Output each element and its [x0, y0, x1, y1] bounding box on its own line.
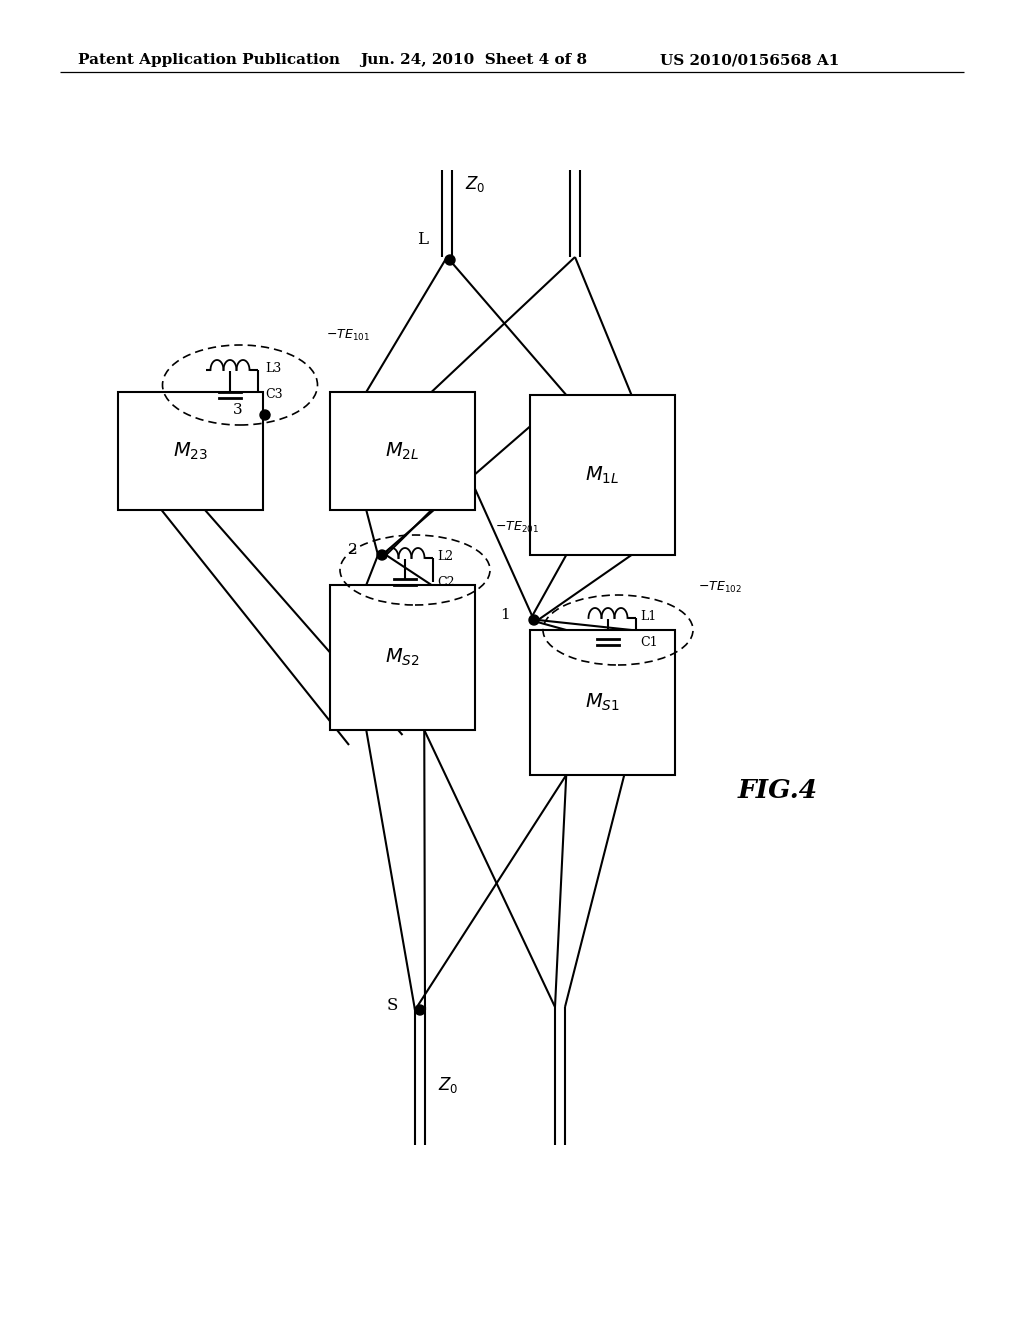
Text: C1: C1: [640, 635, 657, 648]
Text: L3: L3: [265, 362, 282, 375]
Circle shape: [529, 615, 539, 624]
Text: $Z_0$: $Z_0$: [438, 1074, 459, 1096]
FancyBboxPatch shape: [530, 630, 675, 775]
Text: Patent Application Publication: Patent Application Publication: [78, 53, 340, 67]
Circle shape: [415, 1005, 425, 1015]
Text: 2: 2: [348, 543, 358, 557]
Text: S: S: [387, 997, 398, 1014]
Text: $M_{1L}$: $M_{1L}$: [586, 465, 620, 486]
Text: C2: C2: [437, 576, 455, 589]
Text: $M_{S1}$: $M_{S1}$: [585, 692, 620, 713]
Text: Jun. 24, 2010  Sheet 4 of 8: Jun. 24, 2010 Sheet 4 of 8: [360, 53, 587, 67]
Text: 1: 1: [501, 609, 510, 622]
Circle shape: [445, 255, 455, 265]
Text: 3: 3: [233, 403, 243, 417]
Text: L2: L2: [437, 549, 454, 562]
Text: US 2010/0156568 A1: US 2010/0156568 A1: [660, 53, 840, 67]
FancyBboxPatch shape: [118, 392, 263, 510]
FancyBboxPatch shape: [530, 395, 675, 554]
Circle shape: [377, 550, 387, 560]
Text: C3: C3: [265, 388, 283, 401]
Text: $M_{S2}$: $M_{S2}$: [385, 647, 420, 668]
Text: $-TE_{102}$: $-TE_{102}$: [698, 579, 741, 594]
Text: $-TE_{101}$: $-TE_{101}$: [326, 327, 370, 343]
Text: L: L: [417, 231, 428, 248]
FancyBboxPatch shape: [330, 585, 475, 730]
Text: FIG.4: FIG.4: [738, 777, 818, 803]
Text: $M_{2L}$: $M_{2L}$: [385, 441, 420, 462]
Circle shape: [260, 411, 270, 420]
Text: $-TE_{201}$: $-TE_{201}$: [495, 520, 539, 535]
FancyBboxPatch shape: [330, 392, 475, 510]
Text: $M_{23}$: $M_{23}$: [173, 441, 208, 462]
Text: L1: L1: [640, 610, 656, 623]
Text: $Z_0$: $Z_0$: [465, 174, 485, 194]
